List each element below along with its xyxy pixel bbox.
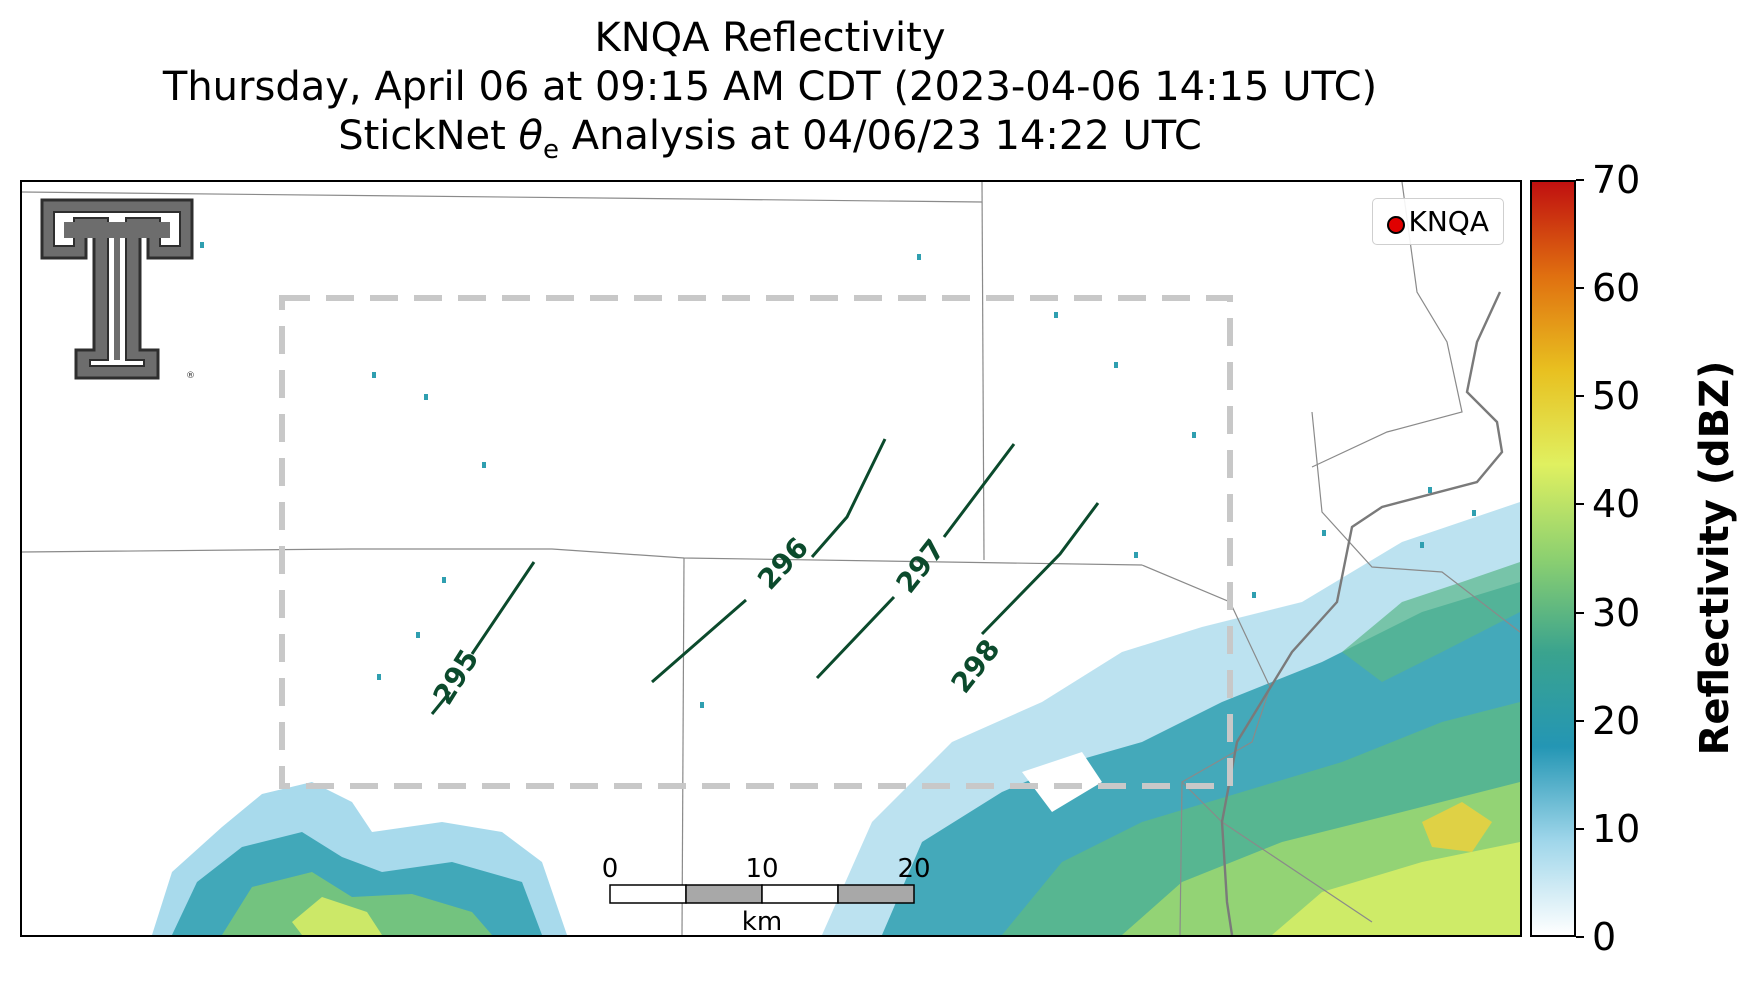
reflectivity-speckle	[1134, 552, 1138, 558]
reflectivity-speckle	[1192, 432, 1196, 438]
contour-label-297: 297	[890, 533, 952, 599]
texas-tech-logo-icon: ®	[40, 198, 195, 381]
reflectivity-area	[292, 897, 382, 935]
reflectivity-area	[1272, 842, 1520, 935]
colorbar-tick-mark	[1576, 719, 1584, 722]
reflectivity-area	[1422, 802, 1492, 852]
contour-labels: 295 296 297 298	[426, 531, 1006, 711]
theta-e-contours	[430, 438, 1100, 715]
reflectivity-area	[1022, 752, 1102, 812]
title-line-3-prefix: StickNet	[338, 113, 519, 159]
reflectivity-speckle	[200, 242, 204, 248]
contour-label-295: 295	[426, 643, 485, 710]
reflectivity-speckle	[1420, 542, 1424, 548]
contour-line-295	[430, 561, 536, 715]
colorbar-tick-40: 40	[1576, 484, 1676, 524]
colorbar-tick-label: 10	[1592, 806, 1641, 851]
contour-line-296	[651, 438, 887, 684]
colorbar-tick-50: 50	[1576, 376, 1676, 416]
colorbar-tick-mark	[1576, 395, 1584, 398]
scale-tick-0: 0	[602, 854, 619, 884]
reflectivity-speckle	[917, 254, 921, 260]
reflectivity-speckle	[482, 462, 486, 468]
scale-tick-10: 10	[745, 854, 778, 884]
contour-line-298	[980, 502, 1100, 636]
colorbar-tick-mark	[1576, 611, 1584, 614]
reflectivity-speckle	[416, 632, 420, 638]
colorbar-label: Reflectivity (dBZ)	[1692, 360, 1738, 756]
reflectivity-speckle	[1054, 312, 1058, 318]
radar-map[interactable]: 295 296 297 298 0 10 20 km ®	[20, 180, 1522, 937]
scale-bar-segment-2	[685, 884, 763, 904]
reflectivity-speckle	[1428, 487, 1432, 493]
colorbar-tick-label: 0	[1592, 915, 1617, 959]
reflectivity-speckle	[1114, 362, 1118, 368]
title-line-3-suffix: Analysis at 04/06/23 14:22 UTC	[558, 113, 1202, 159]
scale-tick-20: 20	[897, 854, 930, 884]
title-line-1: KNQA Reflectivity	[594, 15, 946, 61]
analysis-domain-box	[279, 295, 1233, 789]
reflectivity-speckle	[700, 702, 704, 708]
map-canvas: 295 296 297 298 0 10 20 km ®	[22, 182, 1520, 935]
reflectivity-speckle	[372, 372, 376, 378]
theta-subscript: e	[542, 135, 559, 165]
contour-label-296: 296	[751, 531, 815, 596]
state-boundary	[1220, 291, 1504, 935]
title-line-2: Thursday, April 06 at 09:15 AM CDT (2023…	[162, 64, 1378, 110]
colorbar-tick-30: 30	[1576, 593, 1676, 633]
colorbar-tick-mark	[1576, 827, 1584, 830]
colorbar-tick-mark	[1576, 179, 1584, 181]
reflectivity-area	[1342, 562, 1520, 682]
contour-line-297	[815, 443, 1016, 680]
reflectivity-speckle	[424, 394, 428, 400]
county-boundaries	[22, 182, 1520, 935]
legend-label: KNQA	[1408, 205, 1490, 238]
colorbar-tick-0: 0	[1576, 917, 1676, 957]
reflectivity-speckle	[1252, 592, 1256, 598]
reflectivity-area	[222, 872, 492, 935]
colorbar-tick-label: 20	[1592, 698, 1641, 743]
logo-registered-mark: ®	[186, 371, 195, 381]
colorbar-tick-label: 60	[1592, 266, 1641, 311]
scale-bar-segment-1	[609, 884, 687, 904]
theta-symbol: θ	[518, 113, 543, 159]
colorbar-tick-mark	[1576, 287, 1584, 290]
scale-bar: 0 10 20 km	[602, 854, 931, 935]
reflectivity-field	[152, 242, 1520, 935]
colorbar-tick-mark	[1576, 936, 1584, 938]
scale-bar-segment-3	[761, 884, 839, 904]
colorbar-tick-label: 50	[1592, 374, 1641, 419]
colorbar-tick-label: 30	[1592, 590, 1641, 635]
map-legend: KNQA	[1371, 198, 1504, 245]
colorbar-tick-10: 10	[1576, 809, 1676, 849]
colorbar-tick-70: 70	[1576, 160, 1676, 200]
scale-bar-segment-4	[837, 884, 915, 904]
colorbar-tick-label: 70	[1592, 158, 1641, 202]
colorbar-ticks: 0 10 20 30 40 50 60 70	[1576, 160, 1676, 957]
title-line-3: StickNet θe Analysis at 04/06/23 14:22 U…	[20, 112, 1520, 175]
colorbar-tick-label: 40	[1592, 482, 1641, 527]
reflectivity-speckle	[1322, 530, 1326, 536]
colorbar-tick-60: 60	[1576, 268, 1676, 308]
reflectivity-speckle	[1472, 510, 1476, 516]
colorbar	[1530, 180, 1576, 937]
scale-unit: km	[742, 907, 782, 935]
colorbar-tick-mark	[1576, 503, 1584, 506]
contour-label-298: 298	[945, 633, 1007, 699]
reflectivity-speckle	[377, 674, 381, 680]
reflectivity-speckle	[442, 577, 446, 583]
figure-title: KNQA Reflectivity Thursday, April 06 at …	[20, 14, 1520, 175]
radar-site-marker-icon	[1386, 216, 1405, 234]
colorbar-tick-20: 20	[1576, 701, 1676, 741]
